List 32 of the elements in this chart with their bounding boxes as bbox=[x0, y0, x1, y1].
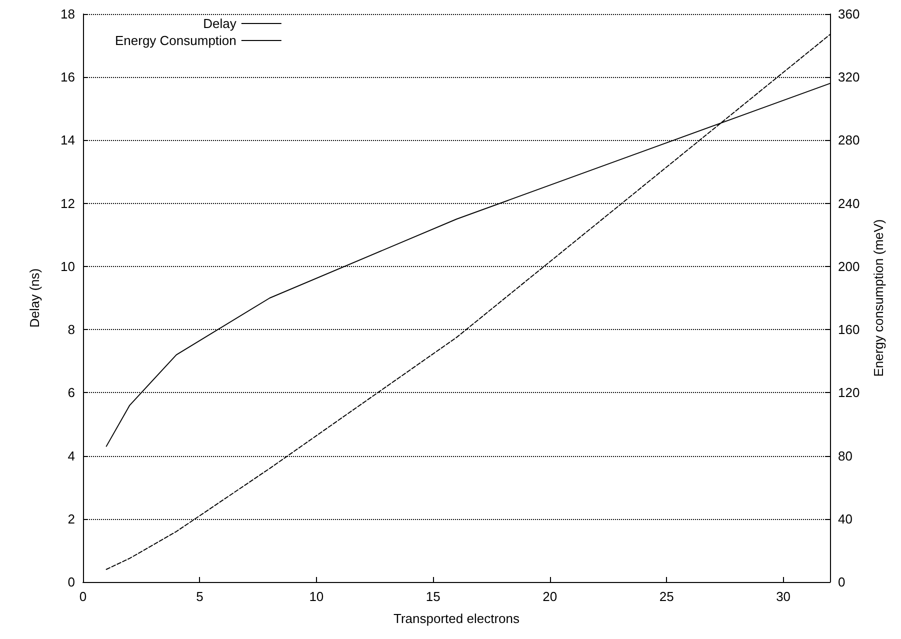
x-tick-label: 30 bbox=[776, 589, 791, 604]
x-tick-label: 25 bbox=[659, 589, 674, 604]
y2-tick-label: 120 bbox=[838, 385, 860, 400]
y-tick-label: 2 bbox=[68, 511, 75, 526]
y-tick-label: 8 bbox=[68, 322, 75, 338]
y2-tick-label: 40 bbox=[838, 511, 852, 526]
y2-tick-label: 0 bbox=[838, 574, 846, 590]
y2-tick-label: 320 bbox=[838, 70, 860, 85]
x-tick-label: 15 bbox=[426, 589, 440, 604]
y2-axis-title: Energy consumption (meV) bbox=[871, 219, 886, 377]
y-tick-label: 12 bbox=[60, 196, 75, 211]
y-tick-label: 18 bbox=[60, 6, 75, 22]
y-tick-label: 14 bbox=[60, 132, 75, 148]
x-tick-label: 5 bbox=[196, 589, 204, 604]
x-tick-label: 0 bbox=[79, 589, 87, 604]
y-axis-title: Delay (ns) bbox=[27, 268, 42, 328]
y2-tick-label: 200 bbox=[838, 258, 860, 274]
x-tick-label: 20 bbox=[542, 589, 558, 604]
y2-tick-label: 240 bbox=[838, 196, 860, 211]
y-tick-label: 6 bbox=[68, 385, 75, 400]
y-tick-label: 4 bbox=[68, 448, 75, 464]
y-tick-label: 0 bbox=[68, 574, 75, 590]
y2-tick-label: 80 bbox=[838, 448, 852, 464]
legend-label: Energy Consumption bbox=[114, 33, 236, 48]
x-axis-title: Transported electrons bbox=[394, 611, 520, 626]
y2-tick-label: 160 bbox=[838, 322, 860, 338]
y2-tick-label: 360 bbox=[838, 6, 860, 22]
y2-tick-label: 280 bbox=[838, 132, 860, 148]
y-tick-label: 16 bbox=[60, 70, 75, 85]
legend-label: Delay bbox=[203, 16, 237, 31]
x-tick-label: 10 bbox=[309, 589, 324, 604]
y-tick-label: 10 bbox=[60, 258, 75, 274]
